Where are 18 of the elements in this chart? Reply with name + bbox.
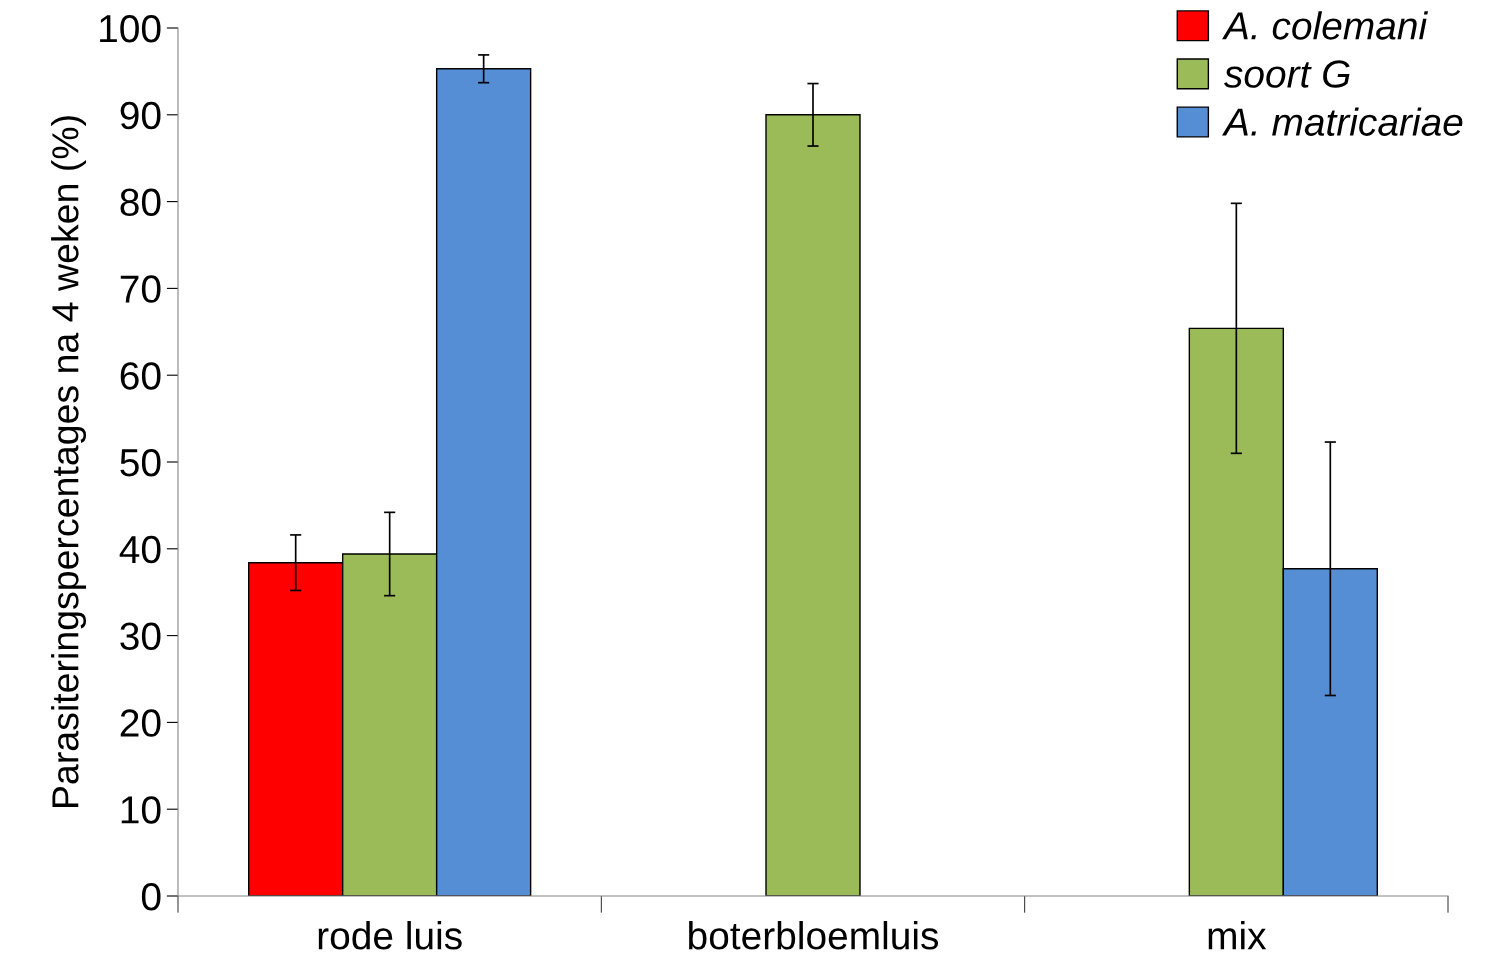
y-tick-label: 100 xyxy=(100,14,161,43)
y-tick-label: 40 xyxy=(119,535,161,564)
x-tick-label: boterbloemluis xyxy=(689,921,939,950)
y-tick-label: 20 xyxy=(120,709,161,737)
x-tick-label: rode luis xyxy=(318,921,462,950)
y-tick-label: 90 xyxy=(120,101,161,130)
y-tick-label: 10 xyxy=(121,796,161,824)
y-tick-label: 30 xyxy=(120,622,161,651)
y-axis-title: Parasiteringspercentages na 4 weken (%) xyxy=(51,116,87,807)
legend-label: A. colemani xyxy=(1222,11,1428,40)
y-tick-label: 70 xyxy=(120,275,161,303)
legend-label: soort G xyxy=(1224,60,1350,88)
legend-label: A. matricariae xyxy=(1222,107,1463,136)
y-tick-label: 50 xyxy=(120,448,161,477)
y-tick-label: 0 xyxy=(141,882,161,911)
y-tick-label: 80 xyxy=(120,188,161,217)
y-tick-label: 60 xyxy=(120,362,161,390)
x-tick-label: mix xyxy=(1208,921,1267,950)
